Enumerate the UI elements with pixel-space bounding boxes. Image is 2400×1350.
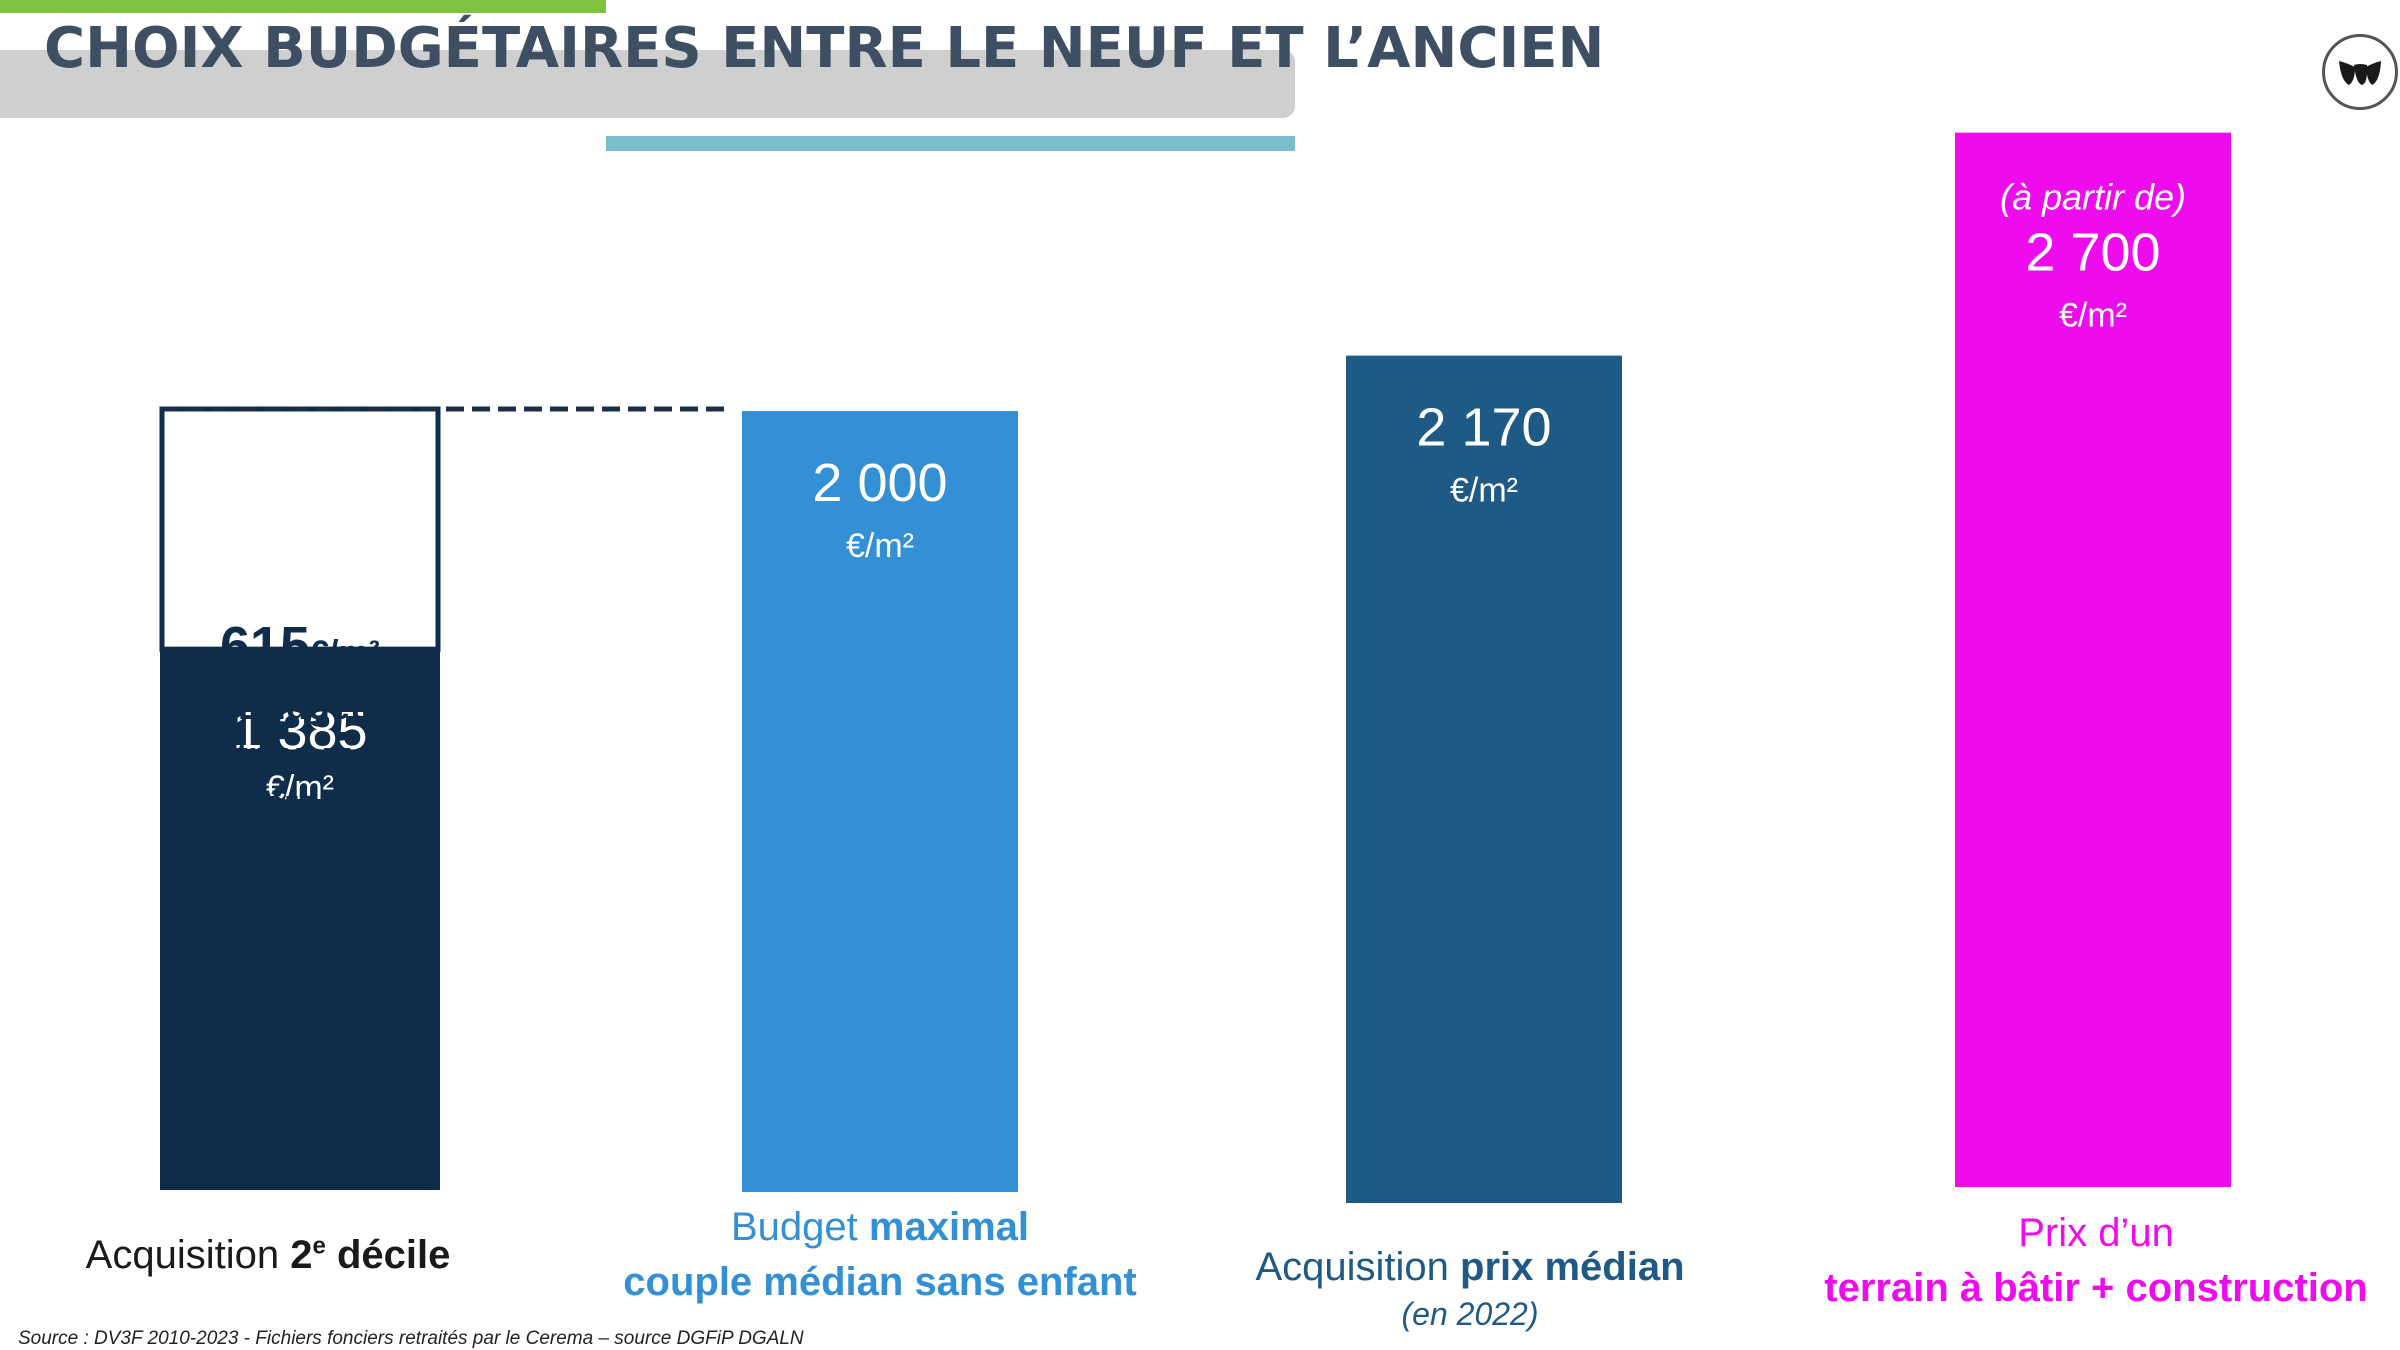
page-title: CHOIX BUDGÉTAIRES ENTRE LE NEUF ET L’ANC… bbox=[44, 16, 1605, 81]
category-label-part: décile bbox=[325, 1233, 451, 1277]
category-note: (en 2022) bbox=[1401, 1296, 1539, 1333]
bar-stacked-segment bbox=[159, 406, 441, 652]
title-band bbox=[0, 50, 1295, 118]
stacked-text-line: Budget bbox=[238, 686, 362, 727]
bar-value-label: 2 170 bbox=[1416, 398, 1551, 458]
bar-unit-label: €/m² bbox=[1450, 472, 1518, 510]
category-label-line: couple médian sans enfant bbox=[480, 1255, 1280, 1310]
source-lead: Source : DV3F 2010-2023 - bbox=[18, 1328, 256, 1349]
source-rest: Fichiers fonciers retraités par le Cerem… bbox=[255, 1328, 804, 1349]
brand-logo-shape bbox=[2339, 61, 2381, 85]
category-label-part: maximal bbox=[868, 1205, 1029, 1249]
bar-base-segment bbox=[160, 649, 440, 1190]
category-label-line: terrain à bâtir + construction bbox=[1696, 1261, 2400, 1316]
category-label: Budget maximal couple médian sans enfant bbox=[480, 1200, 1280, 1310]
teal-accent-bar bbox=[606, 136, 1295, 151]
category-label-part: Budget bbox=[731, 1205, 869, 1249]
category-label-part: prix médian bbox=[1460, 1245, 1685, 1289]
bar-unit-label: €/m² bbox=[266, 769, 334, 807]
bar-value-label: 2 000 bbox=[812, 453, 947, 513]
category-label-part: couple médian sans enfant bbox=[623, 1260, 1137, 1305]
source-note: Source : DV3F 2010-2023 - Fichiers fonci… bbox=[18, 1328, 804, 1350]
brand-logo-icon bbox=[2322, 34, 2398, 110]
category-label-part: terrain à bâtir + construction bbox=[1824, 1266, 2368, 1311]
category-label-line: Acquisition 2e décile bbox=[0, 1228, 668, 1283]
category-label-line: Budget maximal bbox=[480, 1200, 1280, 1255]
category-label: Acquisition 2e décile bbox=[0, 1228, 668, 1283]
stacked-text-line: travaux bbox=[236, 734, 364, 775]
category-label-part: 2 bbox=[290, 1233, 313, 1277]
green-accent-bar bbox=[0, 0, 606, 13]
bar-unit-label: €/m² bbox=[2059, 297, 2127, 335]
bar bbox=[742, 411, 1018, 1192]
bar-value-label: 1 385 bbox=[232, 701, 367, 761]
category-label: Prix d’un terrain à bâtir + construction bbox=[1696, 1206, 2400, 1316]
category-label: Acquisition prix médian (en 2022) bbox=[1070, 1240, 1870, 1334]
stacked-text-line: différentiel bbox=[208, 782, 392, 823]
category-label-part: Prix d’un bbox=[2018, 1211, 2174, 1255]
bar bbox=[1346, 355, 1622, 1203]
stacked-value-label: 615€/m² bbox=[220, 616, 380, 676]
category-label-part: Acquisition bbox=[1255, 1245, 1461, 1289]
bar-unit-label: €/m² bbox=[846, 527, 914, 565]
category-label-part: e bbox=[312, 1232, 326, 1260]
category-label-part: Acquisition bbox=[85, 1233, 291, 1277]
bar-value-prefix: (à partir de) bbox=[2000, 177, 2186, 218]
category-label-line: Acquisition prix médian bbox=[1070, 1240, 1870, 1295]
bar-value-label: 2 700 bbox=[2025, 223, 2160, 283]
bar bbox=[1955, 132, 2231, 1187]
category-label-line: Prix d’un bbox=[1696, 1206, 2400, 1261]
